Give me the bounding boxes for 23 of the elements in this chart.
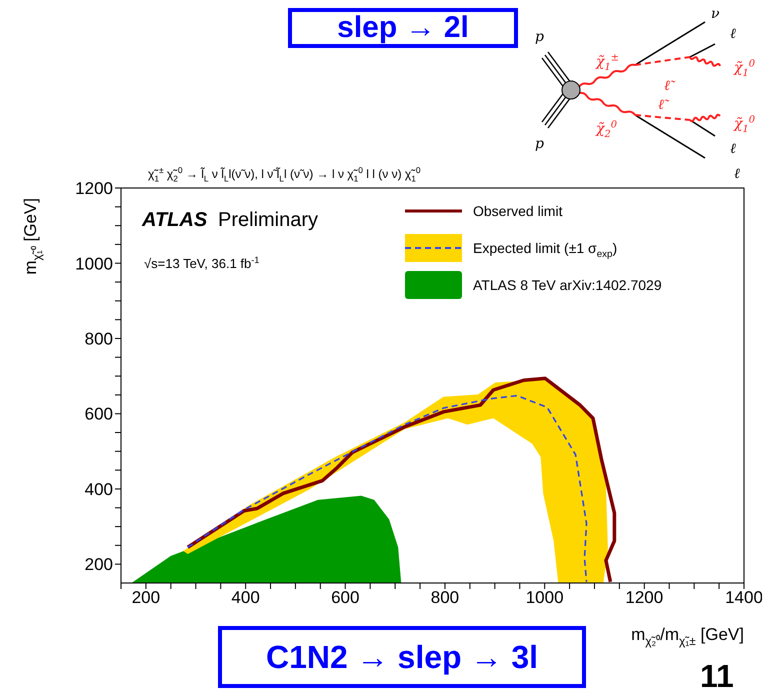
x-tick-label: 1200 [625, 588, 664, 608]
annotation: Preliminary [218, 209, 318, 231]
legend-label: Observed limit [473, 203, 563, 219]
x-tick-label: 1000 [526, 588, 564, 608]
legend-label: ATLAS 8 TeV arXiv:1402.7029 [473, 277, 662, 293]
y-tick-label: 600 [84, 404, 113, 424]
legend-label: Expected limit (±1 σ$_{exp}$) [473, 240, 618, 260]
y-tick-label: 1200 [75, 179, 113, 198]
text: 11 [700, 658, 734, 694]
y-tick-label: 800 [84, 330, 113, 349]
y-tick-label: 200 [84, 555, 113, 574]
x-tick-label: 600 [331, 588, 360, 608]
y-tick-label: 400 [84, 480, 113, 499]
annotation: ATLAS [141, 209, 208, 231]
x-axis-title: m$_{χ̃₂⁰}$/m$_{χ̃₁±}$ [GeV] [631, 625, 744, 648]
heading-box: C1N2 → slep → 3l [218, 626, 586, 688]
x-tick-label: 800 [430, 588, 460, 608]
y-tick-label: 1000 [75, 254, 113, 274]
x-tick-label: 1400 [725, 588, 763, 608]
heading-box: slep → 2l [288, 8, 518, 48]
x-tick-label: 400 [231, 588, 260, 608]
x-tick-label: 200 [132, 588, 160, 608]
annotation: √s=13 TeV, 36.1 fb$^{-1}$ [144, 254, 260, 271]
